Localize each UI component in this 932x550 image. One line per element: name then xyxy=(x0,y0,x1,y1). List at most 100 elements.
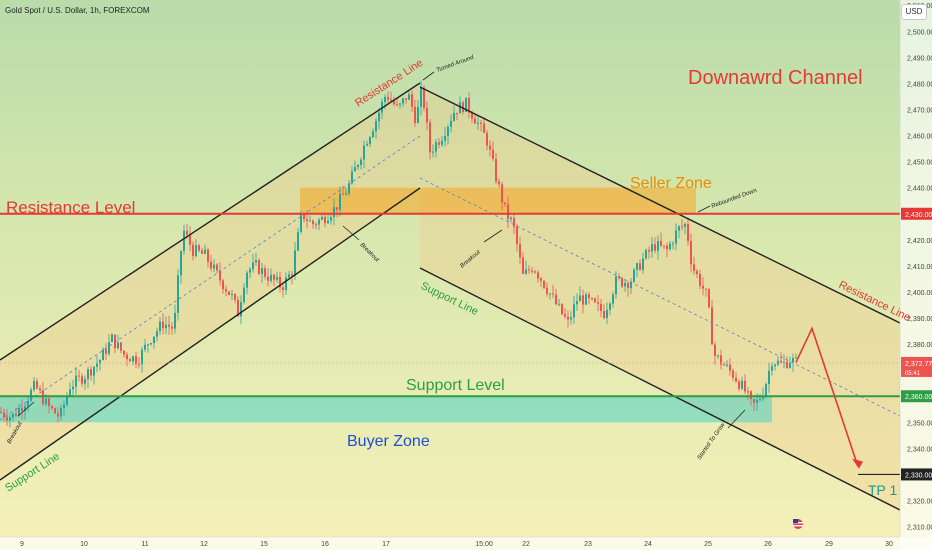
candle-body xyxy=(90,369,92,376)
candle-body xyxy=(477,122,479,124)
candle-body xyxy=(222,280,224,290)
candle-body xyxy=(450,120,452,127)
candle-body xyxy=(729,364,731,371)
y-tick-label: 2,460.00 xyxy=(907,134,932,141)
candle-body xyxy=(699,274,701,286)
candle-body xyxy=(306,219,308,221)
candle-body xyxy=(567,316,569,320)
candle-body xyxy=(345,193,347,195)
candle-body xyxy=(39,388,41,391)
candle-body xyxy=(75,375,77,387)
candle-body xyxy=(747,391,749,393)
support-price-label-bg xyxy=(901,390,932,403)
candle-body xyxy=(765,384,767,396)
candle-body xyxy=(657,241,659,251)
candle-body xyxy=(690,240,692,265)
candle-body xyxy=(321,216,323,220)
candle-body xyxy=(720,355,722,365)
candle-body xyxy=(243,287,245,303)
candle-body xyxy=(633,269,635,282)
candle-body xyxy=(513,217,515,227)
candle-body xyxy=(444,136,446,141)
candle-body xyxy=(318,219,320,225)
candle-body xyxy=(246,272,248,288)
candle-body xyxy=(594,298,596,303)
candle-body xyxy=(660,241,662,246)
candle-body xyxy=(408,94,410,100)
candle-body xyxy=(51,406,53,409)
candle-body xyxy=(624,282,626,287)
candle-body xyxy=(324,216,326,224)
candle-body xyxy=(351,171,353,184)
candle-body xyxy=(195,245,197,257)
breakout-3-pointer xyxy=(483,229,503,243)
event-flag-icon-canton xyxy=(793,519,798,523)
candle-body xyxy=(780,360,782,363)
candle-body xyxy=(462,102,464,112)
candle-body xyxy=(339,194,341,210)
candle-body xyxy=(219,270,221,281)
candle-body xyxy=(582,295,584,305)
candle-body xyxy=(453,112,455,121)
candle-body xyxy=(606,309,608,319)
candle-body xyxy=(216,264,218,271)
descending-resistance-line xyxy=(419,86,901,324)
candle-body xyxy=(159,321,161,332)
y-tick-label: 2,310.00 xyxy=(907,525,932,532)
candle-body xyxy=(684,223,686,227)
candle-body xyxy=(666,245,668,250)
currency-button[interactable]: USD xyxy=(901,4,927,20)
support-price-label: 2,360.00 xyxy=(905,394,932,401)
candle-body xyxy=(273,274,275,280)
y-tick-label: 2,320.00 xyxy=(907,499,932,506)
candle-body xyxy=(507,204,509,220)
candle-body xyxy=(201,250,203,254)
y-tick-label: 2,480.00 xyxy=(907,81,932,88)
candle-body xyxy=(570,317,572,320)
candle-body xyxy=(180,251,182,276)
candle-body xyxy=(738,381,740,389)
x-tick-label: 16 xyxy=(321,541,329,548)
candle-body xyxy=(612,294,614,304)
x-tick-label: 12 xyxy=(200,541,208,548)
candle-body xyxy=(315,224,317,226)
target-price-label-bg xyxy=(901,468,932,481)
event-flag-icon-stripe xyxy=(793,525,803,527)
turned-around-pointer xyxy=(422,71,435,81)
candle-body xyxy=(102,349,104,361)
candle-body xyxy=(585,294,587,305)
candle-body xyxy=(471,112,473,119)
x-tick-label: 23 xyxy=(584,541,592,548)
candle-body xyxy=(288,274,290,278)
candle-body xyxy=(327,220,329,224)
candle-body xyxy=(696,271,698,275)
candle-body xyxy=(21,407,23,411)
y-tick-label: 2,450.00 xyxy=(907,160,932,167)
candle-body xyxy=(714,344,716,356)
candle-body xyxy=(87,369,89,380)
ascending-midline xyxy=(0,135,421,421)
candle-body xyxy=(531,270,533,272)
candle-body xyxy=(114,334,116,349)
candle-body xyxy=(210,261,212,269)
y-tick-label: 2,490.00 xyxy=(907,55,932,62)
seller-zone xyxy=(300,187,696,214)
candles-layer xyxy=(0,80,797,428)
x-tick-label: 30 xyxy=(885,541,893,548)
candle-body xyxy=(414,106,416,123)
candle-body xyxy=(501,184,503,203)
candle-body xyxy=(3,412,5,417)
candle-body xyxy=(234,294,236,300)
candle-body xyxy=(144,344,146,350)
candle-body xyxy=(552,293,554,295)
ascending-channel-fill xyxy=(0,83,420,480)
x-tick-label: 11 xyxy=(141,541,148,548)
candle-body xyxy=(549,293,551,295)
candle-body xyxy=(366,144,368,146)
candle-body xyxy=(723,364,725,366)
candle-body xyxy=(768,370,770,385)
candle-body xyxy=(735,377,737,382)
chart-title: Downawrd Channel xyxy=(688,67,863,89)
candle-body xyxy=(33,381,35,390)
